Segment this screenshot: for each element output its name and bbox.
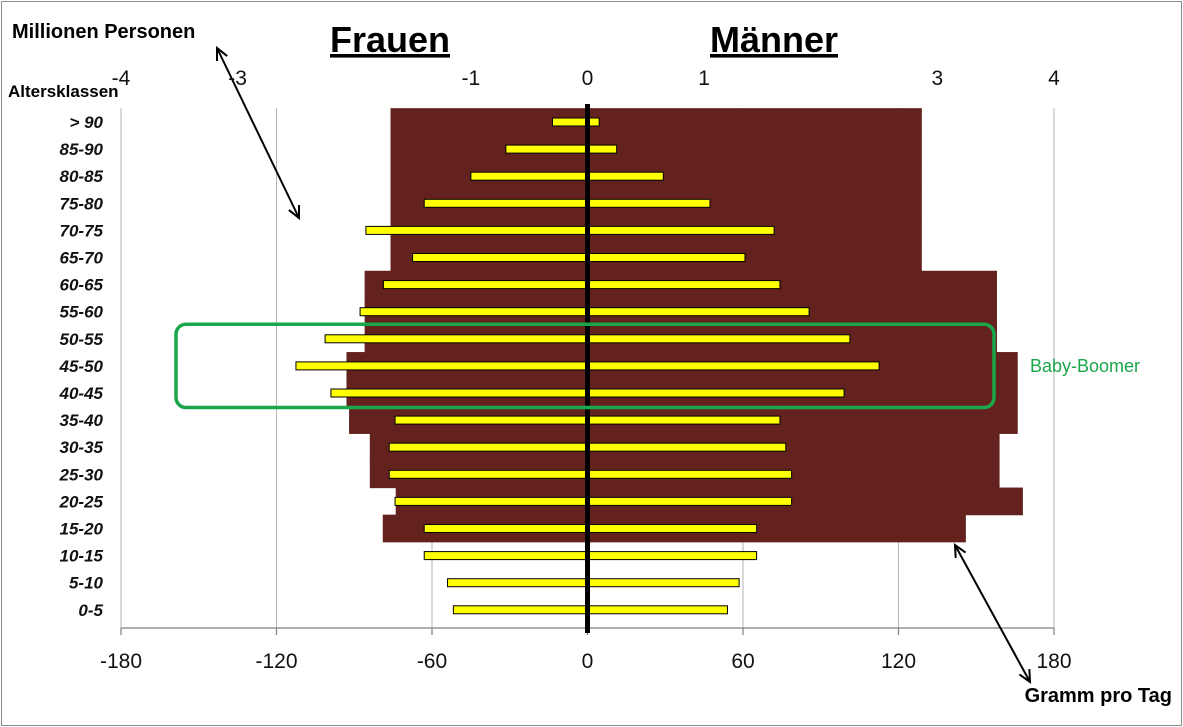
category-axis-label: Altersklassen	[8, 82, 119, 101]
top-tick-label: 4	[1048, 67, 1060, 90]
population-bar-m-nner-5-10	[587, 578, 740, 588]
population-bar-frauen-35-40	[394, 415, 588, 425]
population-bar-frauen-70-75	[365, 225, 588, 235]
category-label: 20-25	[59, 492, 104, 511]
bottom-tick-label: -120	[255, 650, 297, 673]
baby-boomer-label: Baby-Boomer	[1030, 356, 1140, 376]
category-label: 65-70	[60, 249, 104, 268]
population-bar-frauen-80-85	[470, 171, 588, 181]
title-maenner: Männer	[710, 19, 838, 60]
category-label: 80-85	[60, 167, 104, 186]
category-label: 5-10	[69, 574, 104, 593]
top-tick-label: -3	[228, 67, 247, 90]
consumption-axis-arrow-head-start	[953, 542, 967, 559]
population-bar-m-nner-10-15	[587, 551, 758, 561]
population-bar-frauen-5-10	[447, 578, 588, 588]
population-bar-m-nner-20-25	[587, 496, 793, 506]
top-tick-label: 1	[698, 67, 710, 90]
category-label: 40-45	[59, 384, 104, 403]
population-bar-m-nner-65-70	[587, 253, 746, 262]
bars	[295, 108, 1023, 615]
population-bar-frauen-0-5	[452, 605, 588, 615]
top-axis-label: Millionen Personen	[12, 21, 195, 43]
top-tick-label: -4	[112, 67, 131, 90]
population-bar-frauen-50-55	[324, 334, 588, 344]
bottom-tick-label: 120	[881, 650, 916, 673]
consumption-axis-arrow-head-end	[1018, 668, 1032, 685]
title-frauen: Frauen	[330, 19, 450, 60]
population-axis-arrow-head-start	[215, 45, 228, 62]
population-bar-frauen-60-65	[382, 280, 588, 290]
population-bar-m-nner-80-85	[587, 171, 664, 181]
bottom-tick-label: -60	[417, 650, 447, 673]
axes	[120, 45, 1055, 685]
population-bar-frauen-40-45	[330, 388, 588, 398]
population-bar-m-nner-60-65	[587, 280, 781, 290]
top-tick-label: 3	[932, 67, 944, 90]
consumption-bar-m-nner-85-90	[587, 135, 922, 163]
population-axis-arrow-shaft	[216, 47, 300, 219]
population-bar-m-nner-75-80	[587, 198, 711, 208]
labels: -180 -120 -60 0 60 120 180 -4 -3 -1 0 1 3 4 > 90 85-90 8…	[8, 19, 1172, 707]
population-bar-m-nner-55-60	[587, 307, 810, 317]
category-label: 25-30	[59, 465, 104, 484]
bottom-tick-label: 0	[582, 650, 594, 673]
category-label: 70-75	[60, 221, 104, 240]
category-label: 0-5	[78, 601, 103, 620]
category-label: 60-65	[60, 276, 104, 295]
population-bar-m-nner-25-30	[587, 469, 793, 479]
population-bar-frauen-75-80	[423, 198, 588, 208]
category-label: > 90	[69, 113, 103, 132]
population-bar-m-nner-0-5	[587, 605, 728, 615]
population-bar-frauen-85-90	[505, 144, 588, 154]
baby-boomer-highlight	[174, 322, 996, 410]
population-bar-frauen-45-50	[295, 361, 588, 371]
population-bar-m-nner-85-90	[587, 144, 618, 154]
category-label: 50-55	[60, 330, 104, 349]
top-tick-label: 0	[582, 67, 594, 90]
consumption-axis-arrow-shaft	[954, 544, 1031, 683]
population-bar-frauen-20-25	[394, 496, 588, 506]
category-label: 15-20	[60, 520, 104, 539]
category-label: 45-50	[59, 357, 104, 376]
top-tick-label: -1	[462, 67, 481, 90]
category-label: 55-60	[60, 303, 104, 322]
category-label: 30-35	[60, 438, 104, 457]
bottom-tick-label: 60	[731, 650, 754, 673]
bottom-axis-label: Gramm pro Tag	[1025, 685, 1172, 707]
bottom-tick-label: 180	[1036, 650, 1071, 673]
category-label: 10-15	[60, 547, 104, 566]
population-bar-frauen-30-35	[388, 442, 588, 452]
population-bar-m-nner-40-45	[587, 388, 845, 398]
population-bar-m-nner-45-50	[587, 361, 880, 371]
population-bar-m-nner-35-40	[587, 415, 781, 425]
population-bar-frauen-90	[552, 117, 589, 127]
bottom-tick-label: -180	[100, 650, 142, 673]
population-bar-m-nner-50-55	[587, 334, 851, 344]
population-bar-m-nner-30-35	[587, 442, 787, 452]
population-bar-frauen-55-60	[359, 307, 588, 317]
category-label: 85-90	[60, 140, 104, 159]
consumption-bar-m-nner-90	[587, 108, 922, 136]
population-bar-frauen-15-20	[423, 524, 588, 533]
population-axis-arrow-head-end	[288, 204, 301, 221]
population-bar-m-nner-15-20	[587, 524, 758, 533]
category-label: 35-40	[60, 411, 104, 430]
population-bar-frauen-25-30	[388, 469, 588, 479]
population-bar-frauen-10-15	[423, 551, 588, 561]
population-bar-m-nner-70-75	[587, 225, 775, 235]
category-label: 75-80	[60, 194, 104, 213]
population-bar-frauen-65-70	[412, 253, 588, 262]
